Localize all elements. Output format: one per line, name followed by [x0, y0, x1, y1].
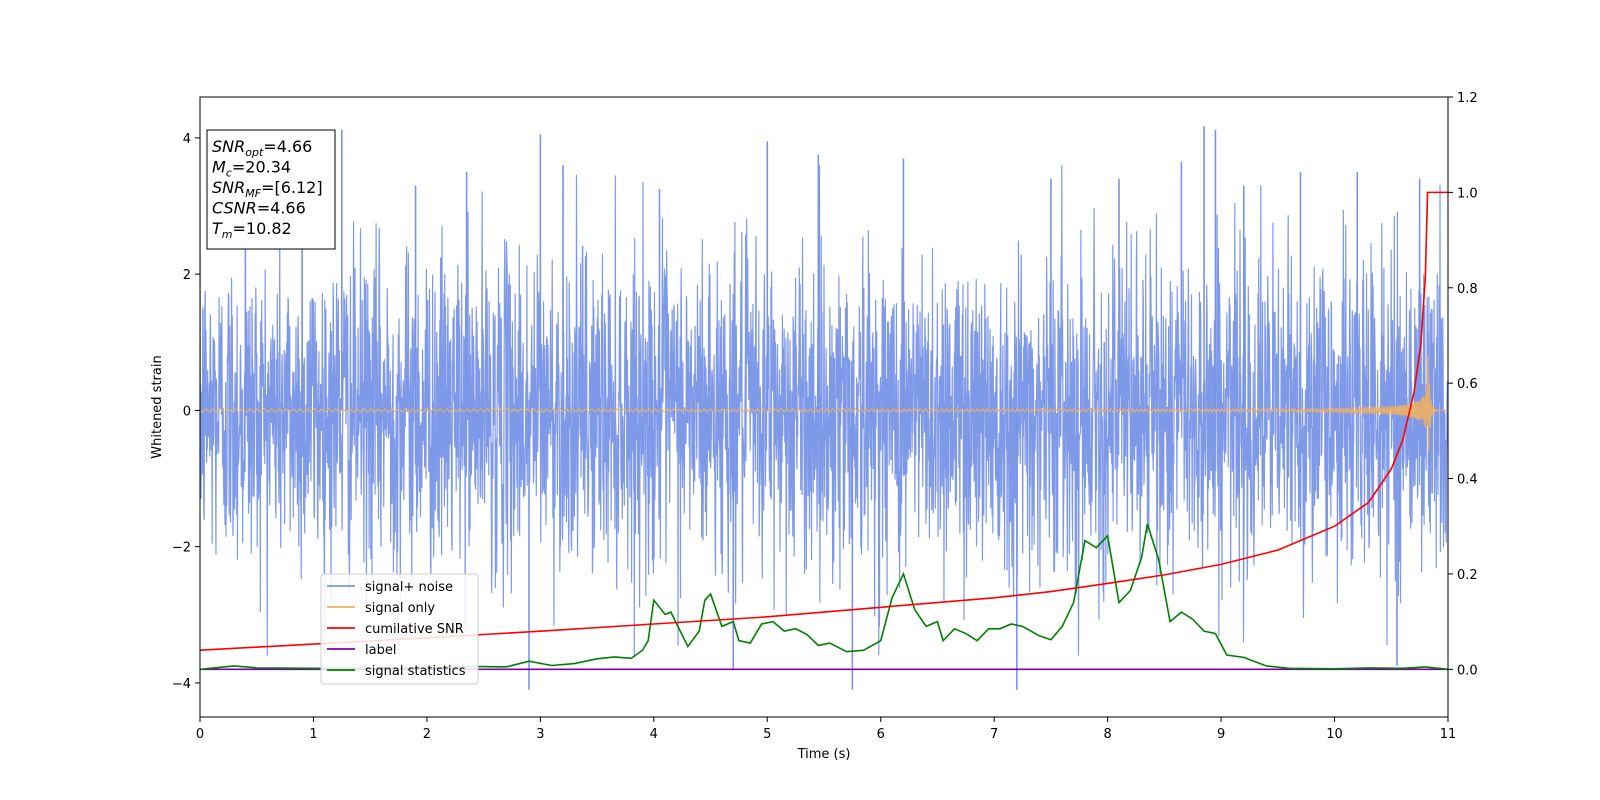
legend-label: cumilative SNR: [365, 622, 464, 637]
y-tick-label: −4: [172, 677, 191, 692]
y2-tick-label: 0.0: [1457, 663, 1478, 678]
legend-label: signal statistics: [365, 664, 466, 679]
y2-tick-label: 1.2: [1457, 91, 1478, 106]
x-tick-label: 4: [650, 727, 658, 742]
info-box-line: CSNR=4.66: [212, 199, 306, 218]
x-tick-label: 10: [1326, 727, 1343, 742]
y-tick-label: 4: [183, 132, 191, 147]
x-tick-label: 1: [309, 727, 317, 742]
signal-statistics-line: [200, 523, 1448, 671]
info-box-value: =20.34: [232, 158, 291, 177]
x-tick-label: 11: [1440, 727, 1457, 742]
x-tick-label: 8: [1103, 727, 1111, 742]
y-tick-label: 0: [183, 404, 191, 419]
x-tick-label: 9: [1217, 727, 1225, 742]
signal-noise-line: [200, 165, 1448, 656]
info-box-line: SNRopt=4.66: [212, 137, 312, 159]
plot-frame: [199, 96, 1449, 718]
info-box-symbol: SNR: [212, 178, 245, 197]
x-tick-label: 2: [423, 727, 431, 742]
info-box-frame: [206, 129, 336, 250]
info-box-symbol: M: [212, 158, 226, 177]
info-box-subscript: opt: [245, 146, 264, 159]
x-tick-label: 7: [990, 727, 998, 742]
info-box-subscript: c: [226, 167, 232, 180]
x-axis: 0 1 2 3 4 5 6 7 8 9 10 11: [196, 717, 1456, 742]
info-box-value: =4.66: [263, 137, 312, 156]
info-box-value: =4.66: [257, 199, 306, 218]
y2-tick-label: 1.0: [1457, 186, 1478, 201]
x-tick-label: 6: [877, 727, 885, 742]
info-box-symbol: SNR: [212, 137, 245, 156]
x-tick-label: 5: [763, 727, 771, 742]
info-box-line: SNRMF=[6.12]: [212, 178, 323, 200]
y2-tick-label: 0.6: [1457, 377, 1478, 392]
plot-area: [200, 126, 1448, 690]
y-tick-label: 2: [183, 268, 191, 283]
info-box-value: =10.82: [233, 219, 292, 238]
legend-label: signal+ noise: [365, 580, 453, 595]
cumulative-snr-line: [200, 191, 1448, 652]
y2-tick-label: 0.8: [1457, 282, 1478, 297]
legend-label: label: [365, 643, 396, 658]
x-tick-label: 0: [196, 727, 204, 742]
legend-frame: [320, 573, 479, 685]
info-box-subscript: MF: [245, 187, 261, 200]
info-box-symbol: CSNR: [212, 199, 257, 218]
legend-label: signal only: [365, 601, 435, 616]
legend: signal+ noise signal only cumilative SNR la…: [320, 573, 479, 685]
y2-axis: 0.0 0.2 0.4 0.6 0.8 1.0 1.2: [1448, 91, 1478, 678]
info-box-subscript: m: [222, 228, 233, 241]
info-box-line: Mc=20.34: [212, 158, 291, 180]
x-tick-label: 3: [536, 727, 544, 742]
y-axis: −4 −2 0 2 4: [172, 132, 200, 692]
y2-tick-label: 0.2: [1457, 568, 1478, 583]
info-box-value: =[6.12]: [261, 178, 323, 197]
y-tick-label: −2: [172, 541, 191, 556]
y-axis-label: Whitened strain: [150, 355, 165, 458]
signal-only-line: [200, 354, 1448, 452]
y2-tick-label: 0.4: [1457, 473, 1478, 488]
x-axis-label: Time (s): [797, 747, 851, 762]
info-box-line: Tm=10.82: [212, 219, 292, 241]
info-box-symbol: T: [212, 219, 223, 238]
info-box: SNRopt=4.66Mc=20.34SNRMF=[6.12]CSNR=4.66…: [206, 129, 336, 250]
